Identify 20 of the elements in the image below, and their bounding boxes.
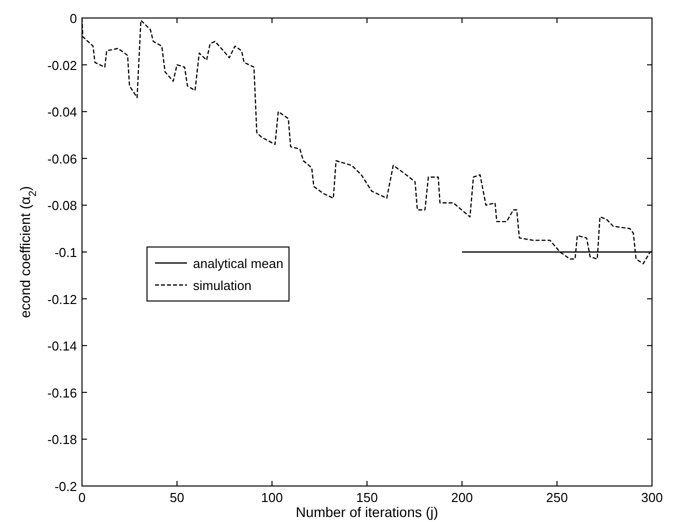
x-tick-label: 300 <box>641 490 663 505</box>
legend-label: analytical mean <box>193 256 284 271</box>
x-axis-title: Number of iterations (j) <box>296 504 438 520</box>
y-tick-label: -0.12 <box>47 292 77 307</box>
y-tick-label: -0.1 <box>54 245 77 260</box>
y-tick-label: -0.14 <box>47 338 77 354</box>
x-tick-label: 100 <box>261 490 283 505</box>
legend-label: simulation <box>193 278 252 293</box>
y-tick-label: -0.2 <box>54 479 77 494</box>
y-tick-label: -0.04 <box>47 104 77 120</box>
x-tick-label: 250 <box>546 490 568 505</box>
y-tick-label: -0.18 <box>47 432 77 448</box>
x-tick-label: 50 <box>170 490 184 505</box>
x-tick-label: 150 <box>356 490 378 505</box>
y-tick-label: -0.08 <box>47 198 77 214</box>
x-tick-label: 200 <box>451 490 473 505</box>
y-tick-label: -0.16 <box>47 385 77 400</box>
y-tick-label: 0 <box>70 11 77 26</box>
y-tick-label: -0.02 <box>47 58 77 73</box>
y-tick-label: -0.06 <box>47 151 77 166</box>
